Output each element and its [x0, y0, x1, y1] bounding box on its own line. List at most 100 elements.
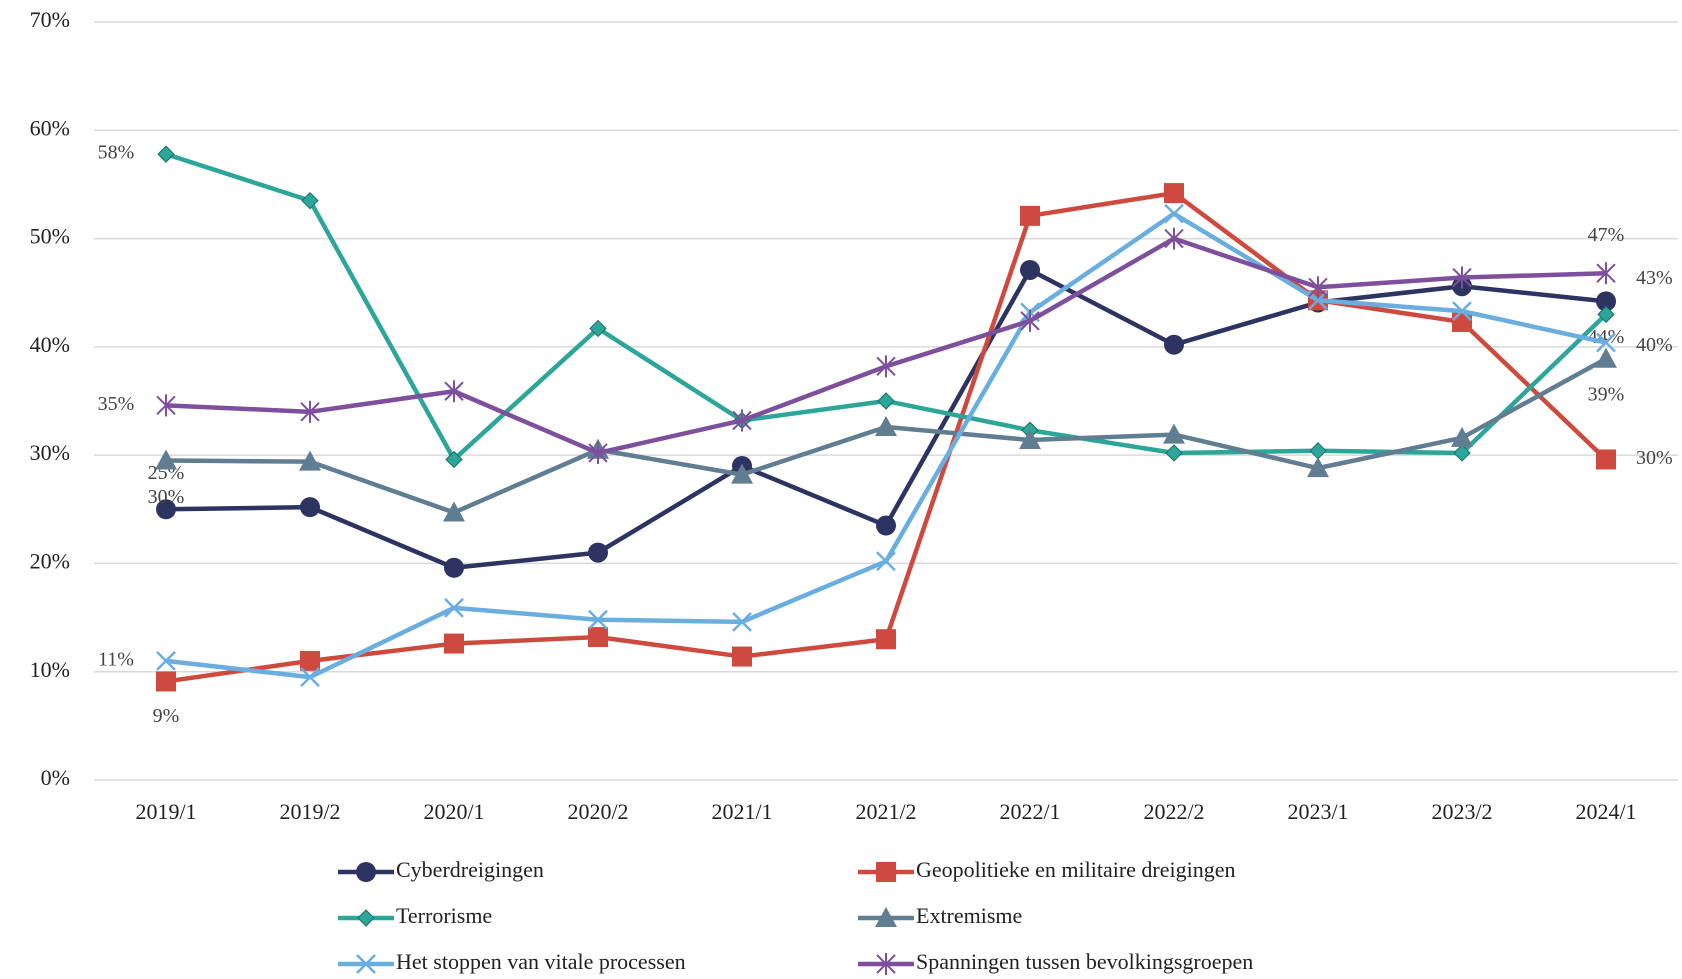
marker — [300, 400, 320, 423]
y-tick-label: 70% — [30, 7, 70, 32]
data-label: 58% — [98, 142, 135, 164]
legend-label: Geopolitieke en militaire dreigingen — [916, 857, 1236, 882]
marker — [876, 953, 896, 975]
marker — [156, 671, 176, 692]
marker — [876, 629, 896, 650]
y-tick-label: 20% — [30, 548, 70, 573]
marker — [1596, 291, 1616, 312]
data-label: 11% — [98, 648, 134, 670]
marker — [1164, 183, 1184, 204]
marker — [156, 651, 176, 671]
marker — [732, 409, 752, 432]
y-tick-label: 50% — [30, 224, 70, 249]
legend-label: Het stoppen van vitale processen — [396, 949, 686, 974]
marker — [445, 450, 463, 469]
data-label: 43% — [1636, 267, 1673, 289]
marker — [156, 394, 176, 417]
marker — [1452, 266, 1472, 289]
marker — [1596, 332, 1616, 353]
data-label: 35% — [98, 393, 135, 415]
x-tick-label: 2023/1 — [1287, 799, 1348, 824]
marker — [1596, 262, 1616, 285]
marker — [876, 515, 896, 536]
legend-item: Het stoppen van vitale processen — [338, 949, 686, 974]
x-tick-label: 2020/2 — [567, 799, 628, 824]
x-tick-label: 2019/1 — [135, 799, 196, 824]
marker — [443, 501, 465, 522]
x-tick-label: 2020/1 — [423, 799, 484, 824]
marker — [588, 627, 608, 648]
marker — [1451, 426, 1473, 447]
marker — [1019, 428, 1041, 449]
marker — [155, 449, 177, 470]
marker — [157, 145, 175, 163]
marker — [444, 633, 464, 654]
marker — [876, 355, 896, 378]
marker — [875, 415, 897, 436]
marker — [732, 646, 752, 667]
x-tick-label: 2023/2 — [1431, 799, 1492, 824]
marker — [1020, 205, 1040, 226]
marker — [1308, 276, 1328, 299]
marker — [1597, 305, 1615, 324]
marker — [732, 612, 752, 632]
marker — [444, 380, 464, 403]
marker — [1453, 444, 1471, 462]
marker — [1164, 334, 1184, 355]
marker — [444, 557, 464, 578]
x-tick-label: 2021/2 — [855, 799, 916, 824]
marker — [588, 609, 608, 630]
marker — [357, 909, 375, 927]
legend-item: Terrorisme — [338, 903, 492, 928]
legend-item: Extremisme — [858, 903, 1022, 928]
legend-label: Spanningen tussen bevolkingsgroepen — [916, 949, 1253, 974]
x-tick-label: 2024/1 — [1575, 799, 1636, 824]
legend-label: Extremisme — [916, 903, 1022, 928]
marker — [875, 907, 897, 927]
marker — [1164, 203, 1184, 224]
marker — [300, 497, 320, 518]
marker — [877, 392, 895, 410]
data-label: 30% — [1636, 447, 1673, 469]
marker — [156, 499, 176, 520]
marker — [299, 450, 321, 471]
marker — [588, 542, 608, 563]
marker — [1163, 423, 1185, 444]
y-tick-label: 0% — [41, 765, 70, 790]
marker — [356, 954, 376, 974]
y-tick-label: 30% — [30, 440, 70, 465]
data-label: 9% — [153, 705, 180, 727]
marker — [1452, 301, 1472, 322]
x-tick-label: 2019/2 — [279, 799, 340, 824]
marker — [300, 650, 320, 671]
marker — [588, 441, 608, 464]
marker — [300, 667, 320, 688]
data-label: 39% — [1588, 383, 1625, 405]
marker — [876, 862, 896, 882]
legend-item: Spanningen tussen bevolkingsgroepen — [858, 949, 1253, 975]
legend-item: Geopolitieke en militaire dreigingen — [858, 857, 1236, 882]
marker — [731, 463, 753, 484]
marker — [301, 191, 319, 210]
marker — [1596, 449, 1616, 470]
marker — [876, 551, 896, 572]
y-tick-label: 10% — [30, 657, 70, 682]
data-label: 47% — [1588, 224, 1625, 246]
marker — [589, 319, 607, 338]
x-tick-label: 2022/1 — [999, 799, 1060, 824]
marker — [1165, 444, 1183, 462]
x-tick-label: 2022/2 — [1143, 799, 1204, 824]
marker — [1309, 442, 1327, 460]
y-tick-label: 60% — [30, 115, 70, 140]
marker — [1020, 259, 1040, 280]
marker — [1164, 227, 1184, 250]
legend-label: Terrorisme — [396, 903, 492, 928]
marker — [1307, 457, 1329, 478]
marker — [444, 597, 464, 618]
marker — [1595, 347, 1617, 368]
y-tick-label: 40% — [30, 332, 70, 357]
legend-item: Cyberdreigingen — [338, 857, 544, 882]
data-label: 40% — [1636, 334, 1673, 356]
marker — [356, 862, 376, 882]
